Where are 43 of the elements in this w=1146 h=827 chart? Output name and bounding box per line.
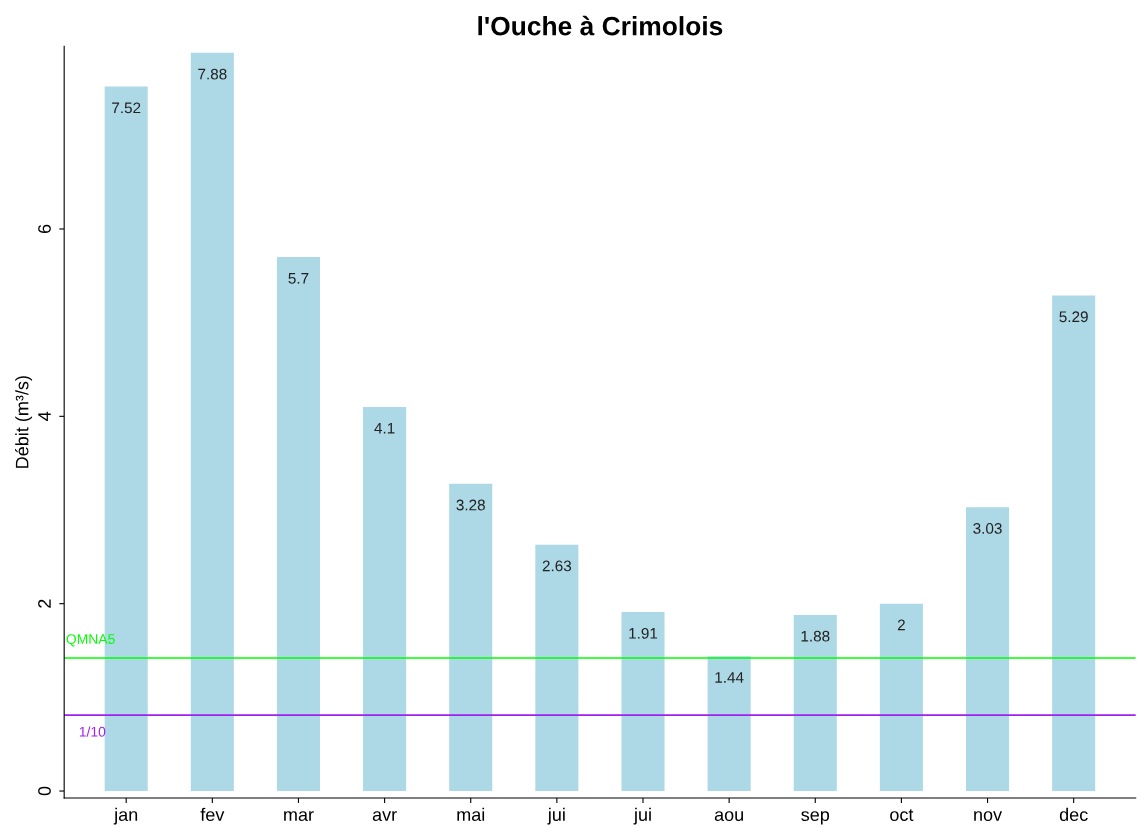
ref-line-label: 1/10	[79, 726, 106, 737]
data-label: 5.29	[1059, 311, 1088, 323]
bar	[1052, 295, 1096, 792]
data-label: 3.28	[456, 499, 485, 511]
x-tick-label: jui	[633, 807, 651, 825]
data-label: 7.88	[198, 68, 227, 80]
data-label: 7.52	[112, 102, 141, 114]
x-tick-label: oct	[890, 809, 914, 822]
bar	[363, 406, 407, 792]
data-label: 1.91	[629, 627, 658, 639]
bar	[190, 52, 234, 792]
x-tick-label: aou	[714, 811, 743, 822]
chart-title: l'Ouche à Crimolois	[478, 15, 723, 36]
x-tick-label: mar	[284, 811, 314, 822]
ref-line-label: QMNA5	[66, 634, 115, 647]
y-tick-label: 0	[38, 786, 51, 796]
x-tick-label: avr	[372, 811, 397, 822]
bar	[621, 612, 665, 792]
y-tick-label: 2	[38, 599, 51, 608]
y-axis-title: Débit (m³/s)	[15, 376, 33, 468]
y-tick-label: 4	[38, 411, 51, 421]
data-label: 4.1	[374, 422, 395, 434]
data-label: 3.03	[973, 523, 1002, 534]
x-tick-label: sep	[801, 811, 830, 825]
y-tick-label: 6	[38, 224, 51, 234]
bar	[707, 656, 751, 792]
data-label: 1.44	[715, 672, 744, 683]
bar	[966, 507, 1010, 792]
x-tick-label: dec	[1059, 807, 1088, 822]
bar	[449, 483, 493, 792]
x-tick-label: jan	[113, 807, 138, 825]
data-label: 1.88	[801, 630, 830, 642]
x-tick-label: mai	[457, 807, 485, 822]
bar	[276, 257, 320, 792]
x-tick-label: jui	[547, 807, 565, 825]
data-label: 2	[897, 619, 905, 631]
bar	[793, 614, 837, 792]
x-tick-label: fev	[200, 807, 225, 822]
data-label: 2.63	[542, 560, 572, 572]
bar	[879, 603, 923, 792]
bar	[535, 544, 579, 792]
data-label: 5.7	[288, 273, 309, 284]
x-tick-label: nov	[974, 811, 1003, 822]
